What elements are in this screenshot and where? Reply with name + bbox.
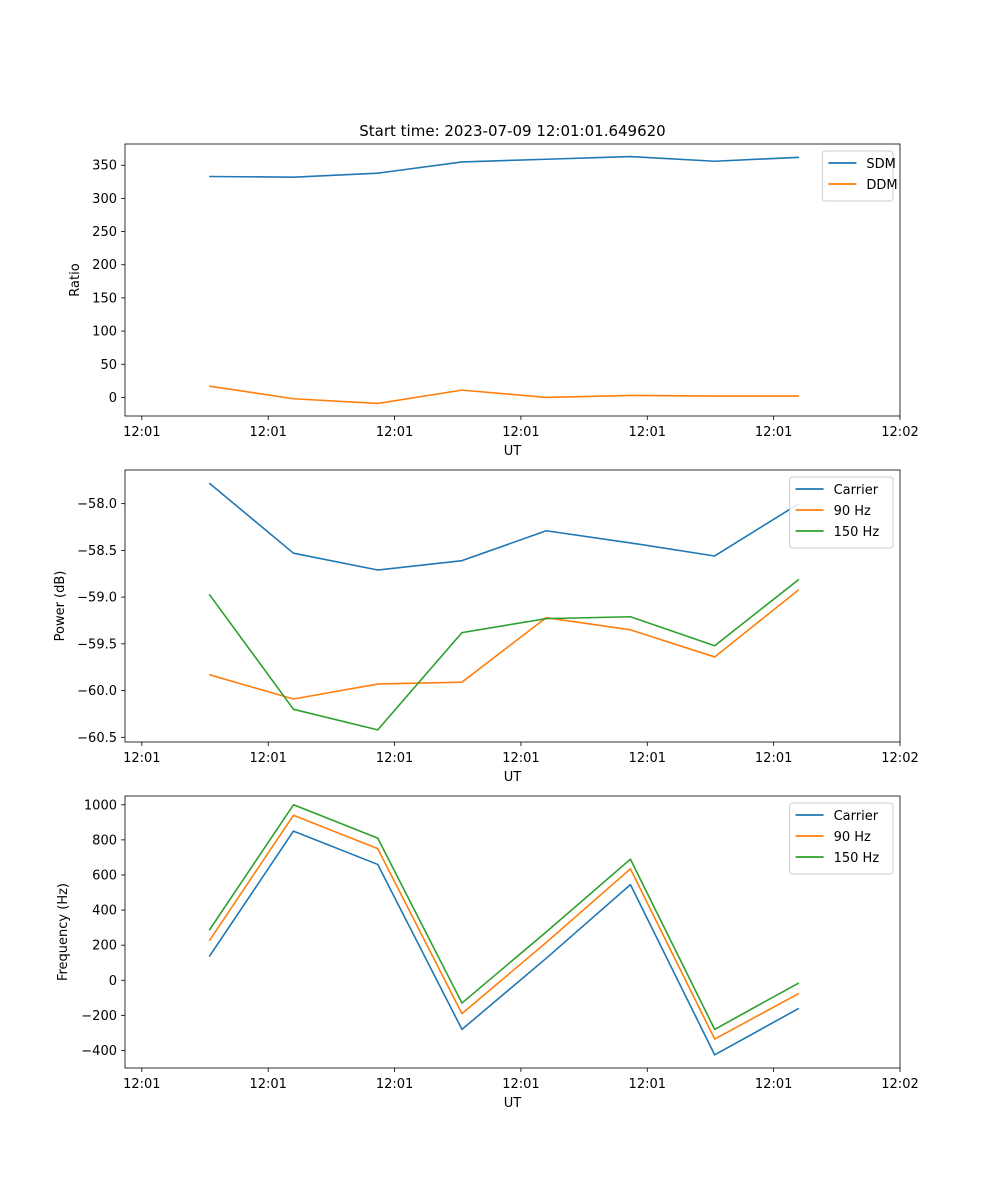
plot-frame bbox=[124, 795, 901, 1069]
x-tick-label: 12:01 bbox=[376, 425, 413, 440]
x-tick-label: 12:01 bbox=[376, 1077, 413, 1092]
y-tick-label: 0 bbox=[109, 974, 117, 989]
y-tick-label: 300 bbox=[92, 192, 117, 207]
x-tick-label: 12:02 bbox=[881, 425, 918, 440]
y-tick-label: −59.0 bbox=[77, 591, 117, 606]
y-axis-label: Ratio bbox=[68, 263, 83, 296]
chart-panel-2: 12:01 12:01 12:01 12:01 12:01 12:01 12:02 −60.5… bbox=[53, 469, 919, 785]
legend: SDM DDM bbox=[821, 150, 898, 202]
y-tick-label: 200 bbox=[92, 258, 117, 273]
legend-label: 150 Hz bbox=[834, 851, 880, 866]
y-tick-label: 50 bbox=[100, 358, 117, 373]
series-line-ddm bbox=[209, 385, 799, 405]
y-tick-label: −400 bbox=[81, 1044, 117, 1059]
x-tick-label: 12:02 bbox=[881, 751, 918, 766]
y-tick-label: 1000 bbox=[84, 798, 117, 813]
series-line-150-hz bbox=[208, 578, 800, 731]
chart-panel-1: 12:01 12:01 12:01 12:01 12:01 12:01 12:02 0 50 10… bbox=[68, 143, 919, 459]
x-tick-label: 12:02 bbox=[881, 1077, 918, 1092]
x-tick-label: 12:01 bbox=[629, 425, 666, 440]
y-tick-label: −59.5 bbox=[77, 637, 117, 652]
legend: Carrier 90 Hz 150 Hz bbox=[789, 476, 894, 549]
y-tick-label: 200 bbox=[92, 939, 117, 954]
series-line-90-hz bbox=[209, 589, 800, 700]
x-axis-label: UT bbox=[504, 1096, 522, 1111]
x-axis-label: UT bbox=[504, 770, 522, 785]
legend-label: Carrier bbox=[834, 809, 879, 824]
x-tick-label: 12:01 bbox=[755, 1077, 792, 1092]
y-tick-label: −200 bbox=[81, 1009, 117, 1024]
plot-frame bbox=[124, 143, 901, 417]
x-tick-label: 12:01 bbox=[123, 425, 160, 440]
x-tick-label: 12:01 bbox=[755, 425, 792, 440]
legend-label: 150 Hz bbox=[834, 525, 880, 540]
y-axis-label: Power (dB) bbox=[53, 571, 68, 642]
x-tick-label: 12:01 bbox=[376, 751, 413, 766]
x-tick-label: 12:01 bbox=[502, 425, 539, 440]
y-tick-label: 250 bbox=[92, 225, 117, 240]
y-axis-label: Frequency (Hz) bbox=[56, 883, 71, 981]
y-tick-label: 350 bbox=[92, 159, 117, 174]
x-tick-label: 12:01 bbox=[249, 1077, 286, 1092]
y-tick-label: 800 bbox=[92, 833, 117, 848]
x-tick-label: 12:01 bbox=[123, 751, 160, 766]
series-line-carrier bbox=[208, 482, 800, 571]
chart-panel-3: 12:01 12:01 12:01 12:01 12:01 12:01 12:02 −400 −… bbox=[56, 795, 919, 1111]
chart-title: Start time: 2023-07-09 12:01:01.649620 bbox=[359, 122, 665, 140]
x-tick-label: 12:01 bbox=[502, 751, 539, 766]
x-tick-label: 12:01 bbox=[755, 751, 792, 766]
series-line-sdm bbox=[209, 155, 799, 178]
x-tick-label: 12:01 bbox=[249, 425, 286, 440]
legend-label: Carrier bbox=[834, 483, 879, 498]
y-tick-label: 400 bbox=[92, 904, 117, 919]
legend: Carrier 90 Hz 150 Hz bbox=[789, 802, 894, 875]
x-tick-label: 12:01 bbox=[629, 751, 666, 766]
series-line-carrier bbox=[208, 830, 800, 1056]
y-tick-label: −58.5 bbox=[77, 544, 117, 559]
y-tick-label: −60.5 bbox=[77, 731, 117, 746]
x-tick-label: 12:01 bbox=[123, 1077, 160, 1092]
y-tick-label: 600 bbox=[92, 868, 117, 883]
x-tick-label: 12:01 bbox=[629, 1077, 666, 1092]
legend-label: SDM bbox=[866, 157, 895, 172]
legend-label: DDM bbox=[866, 178, 897, 193]
x-axis-label: UT bbox=[504, 444, 522, 459]
x-tick-label: 12:01 bbox=[249, 751, 286, 766]
series-line-150-hz bbox=[208, 803, 800, 1031]
y-tick-label: −58.0 bbox=[77, 497, 117, 512]
y-tick-label: 150 bbox=[92, 291, 117, 306]
legend-label: 90 Hz bbox=[834, 830, 871, 845]
legend-label: 90 Hz bbox=[834, 504, 871, 519]
y-tick-label: −60.0 bbox=[77, 684, 117, 699]
plot-frame bbox=[124, 469, 901, 743]
y-tick-label: 100 bbox=[92, 325, 117, 340]
y-tick-label: 0 bbox=[109, 391, 117, 406]
series-line-90-hz bbox=[208, 814, 800, 1040]
x-tick-label: 12:01 bbox=[502, 1077, 539, 1092]
